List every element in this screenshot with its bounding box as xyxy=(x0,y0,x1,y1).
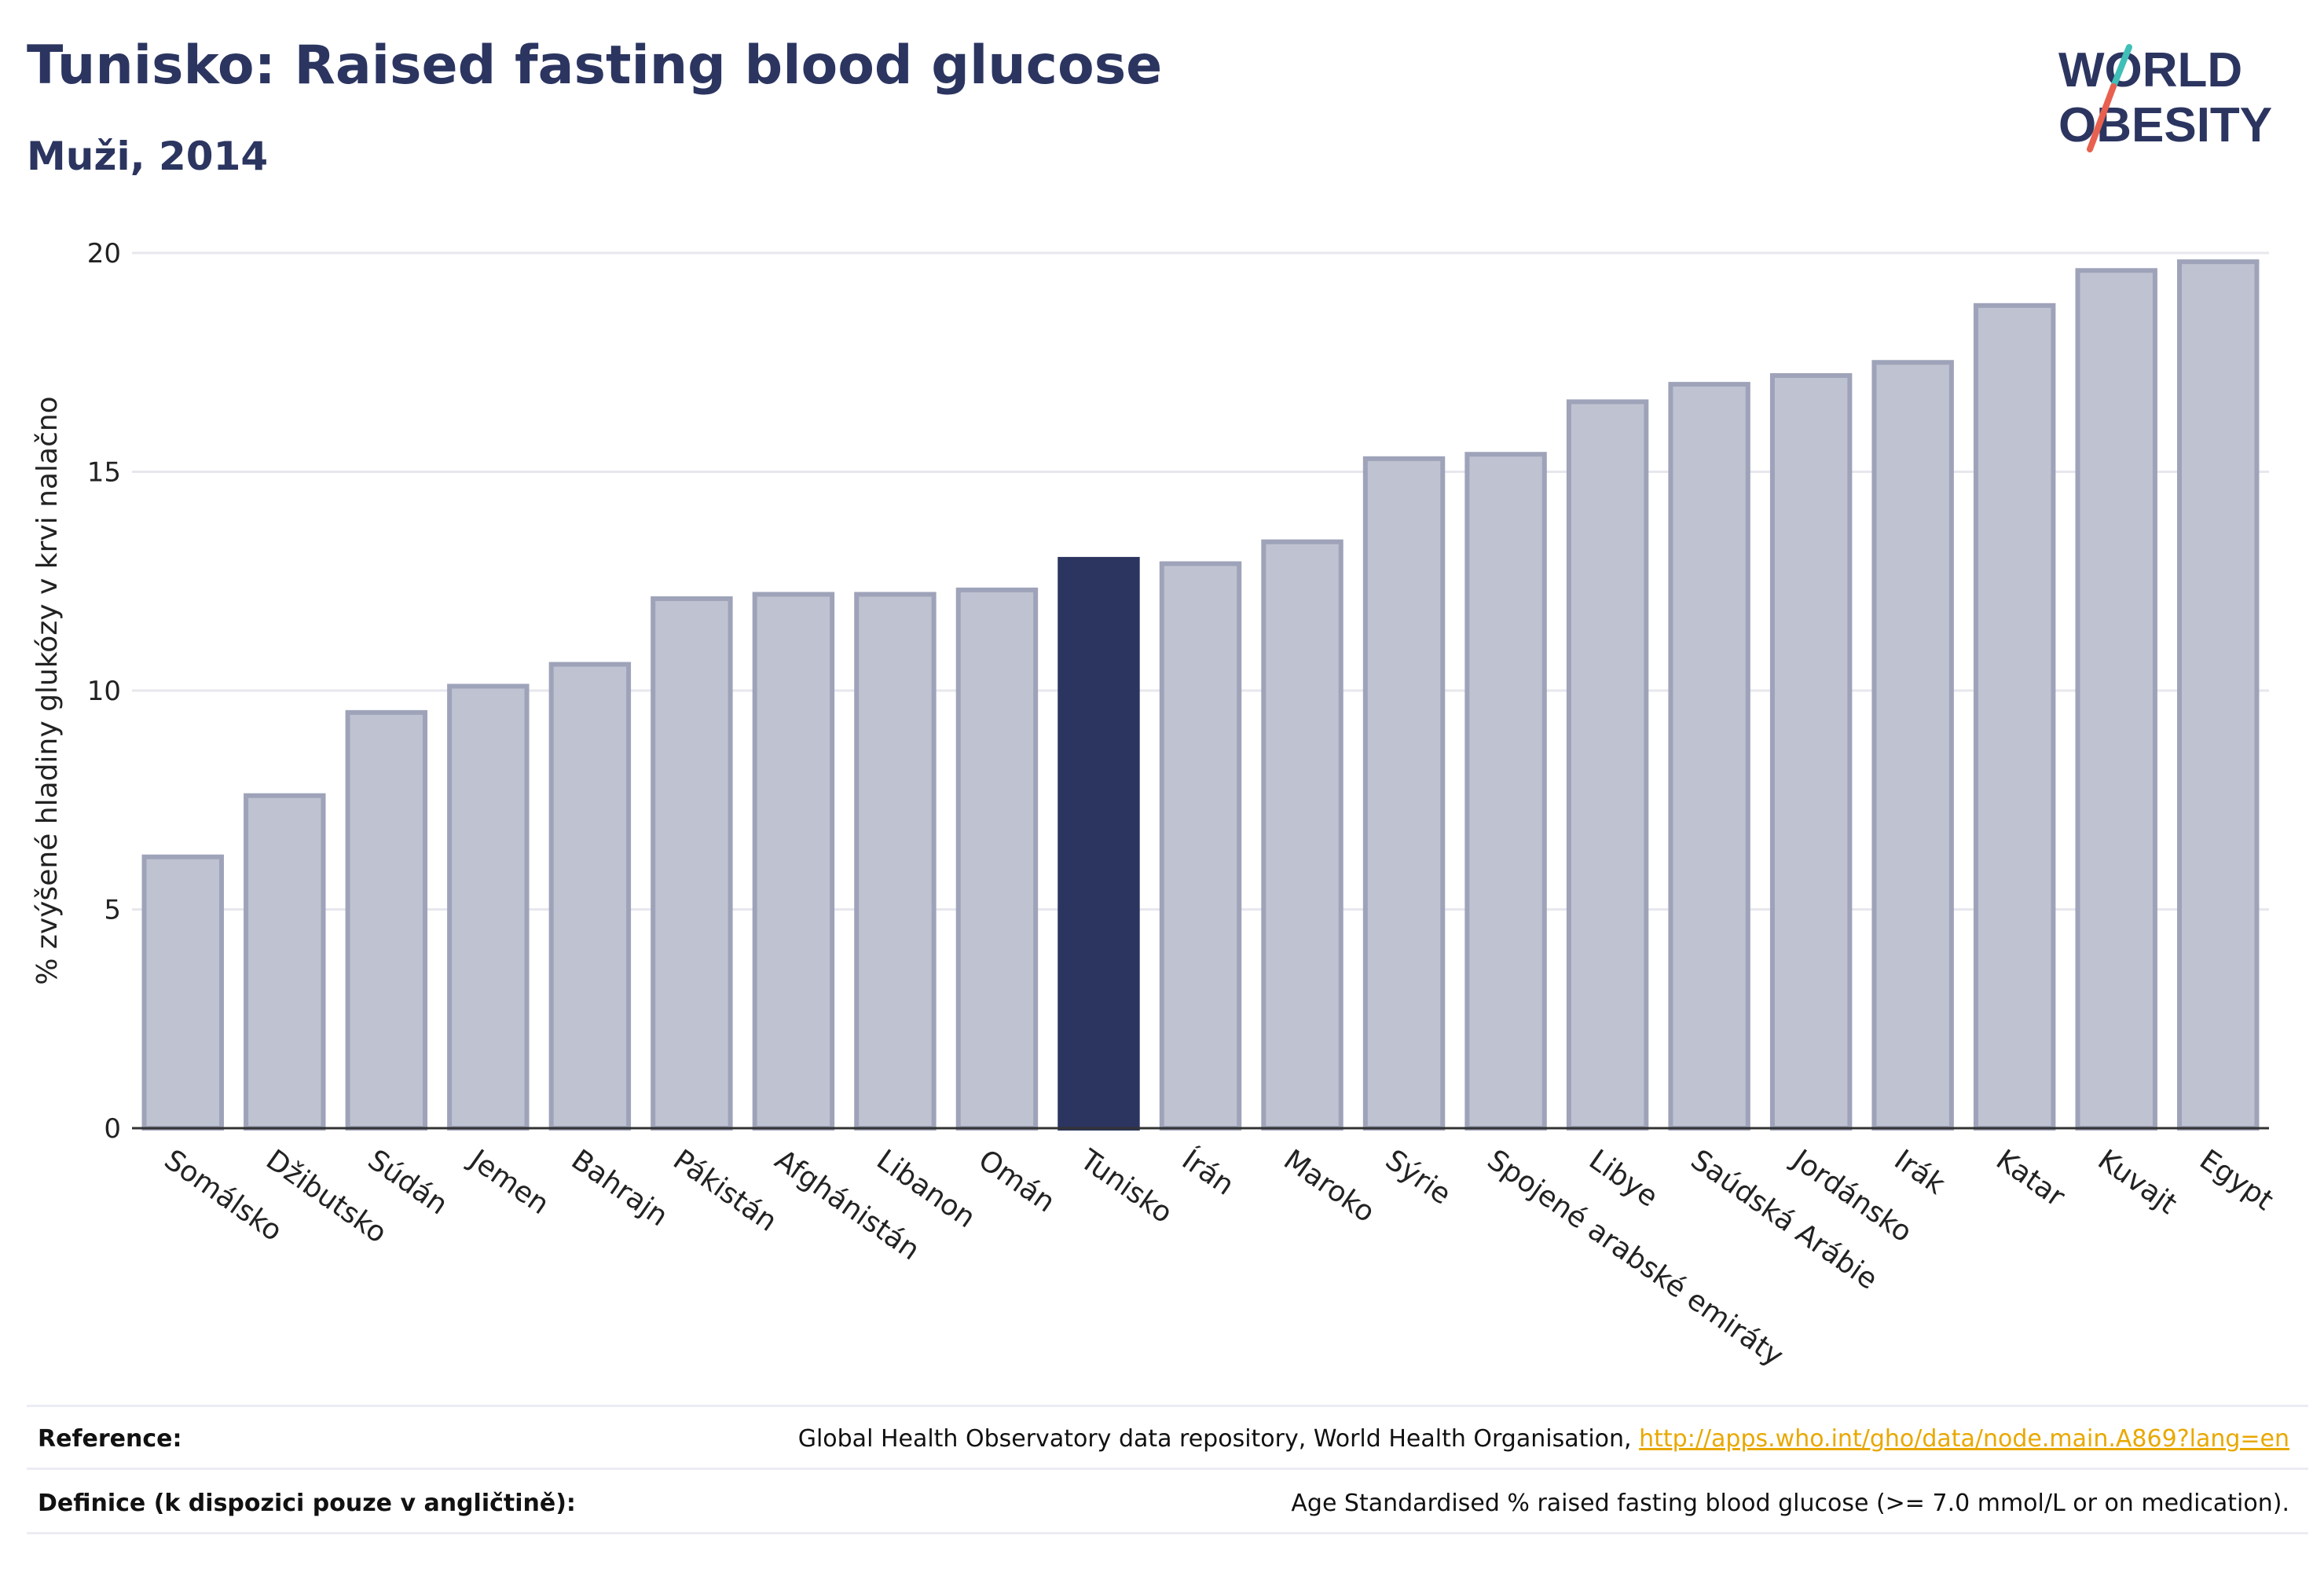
y-tick-label: 15 xyxy=(87,457,121,489)
reference-value: Global Health Observatory data repositor… xyxy=(798,1425,2289,1453)
bar xyxy=(854,592,937,1131)
chart-subtitle: Muži, 2014 xyxy=(27,134,269,179)
x-tick-label: Jemen xyxy=(463,1143,555,1221)
reference-label: Reference: xyxy=(38,1425,182,1453)
x-tick-label: Irák xyxy=(1889,1144,1952,1201)
bar xyxy=(1566,399,1649,1131)
x-tick-label: Maroko xyxy=(1277,1144,1380,1230)
y-tick-label: 20 xyxy=(87,238,121,269)
bar xyxy=(447,684,530,1131)
x-tick-label: Pákistán xyxy=(667,1144,783,1238)
x-tick-label: Katar xyxy=(1990,1144,2070,1214)
y-tick-label: 5 xyxy=(104,895,121,926)
bar xyxy=(1668,382,1750,1131)
footer-divider xyxy=(27,1405,2308,1407)
chart-title: Tunisko: Raised fasting blood glucose xyxy=(27,35,1163,97)
y-tick-label: 10 xyxy=(87,676,121,707)
logo-slash-red xyxy=(2087,83,2117,152)
bar xyxy=(141,854,224,1131)
footer-divider xyxy=(27,1532,2308,1534)
bar xyxy=(2177,259,2260,1131)
definition-value: Age Standardised % raised fasting blood … xyxy=(1291,1490,2289,1517)
y-tick-label: 0 xyxy=(104,1113,121,1145)
bar xyxy=(1464,452,1547,1131)
logo-text-world: WORLD xyxy=(2058,43,2242,97)
bar-chart: 0 5 10 15 20 % zvýšené hladiny glukózy v krvi… xyxy=(31,238,2279,1373)
x-tick-label: Egypt xyxy=(2194,1144,2279,1217)
bar xyxy=(752,592,835,1131)
bar xyxy=(345,709,428,1131)
bar xyxy=(1058,556,1140,1131)
bar xyxy=(1769,372,1853,1131)
x-tick-label: Saúdská Arábie xyxy=(1684,1144,1883,1296)
reference-text: Global Health Observatory data repositor… xyxy=(797,1425,1632,1453)
bar xyxy=(1871,360,1954,1131)
bar xyxy=(548,662,632,1131)
bar xyxy=(955,587,1039,1131)
x-tick-label: Súdán xyxy=(362,1144,453,1222)
y-axis-label: % zvýšené hladiny glukózy v krvi nalačno xyxy=(31,396,64,984)
logo-slash-teal xyxy=(2110,44,2132,90)
x-tick-label: Omán xyxy=(973,1144,1061,1219)
reference-link[interactable]: http://apps.who.int/gho/data/node.main.A… xyxy=(1639,1425,2289,1453)
definition-label: Definice (k dispozici pouze v angličtině… xyxy=(38,1490,576,1517)
x-tick-label: Bahrajn xyxy=(566,1144,674,1233)
x-tick-label: Sýrie xyxy=(1380,1144,1457,1211)
x-tick-label: Tunisko xyxy=(1073,1143,1178,1230)
x-tick-label: Libye xyxy=(1583,1144,1663,1214)
world-obesity-logo: WORLD OBESITY xyxy=(2058,43,2272,152)
x-tick-label: Írán xyxy=(1176,1143,1241,1202)
bar xyxy=(1159,561,1242,1131)
bar xyxy=(1362,456,1446,1131)
x-tick-label: Kuvajt xyxy=(2092,1144,2183,1221)
footer-divider xyxy=(27,1468,2308,1470)
bar xyxy=(651,596,733,1131)
bar xyxy=(2075,268,2157,1131)
bar xyxy=(1261,539,1343,1131)
bar xyxy=(1973,302,2056,1131)
bar xyxy=(244,793,326,1131)
